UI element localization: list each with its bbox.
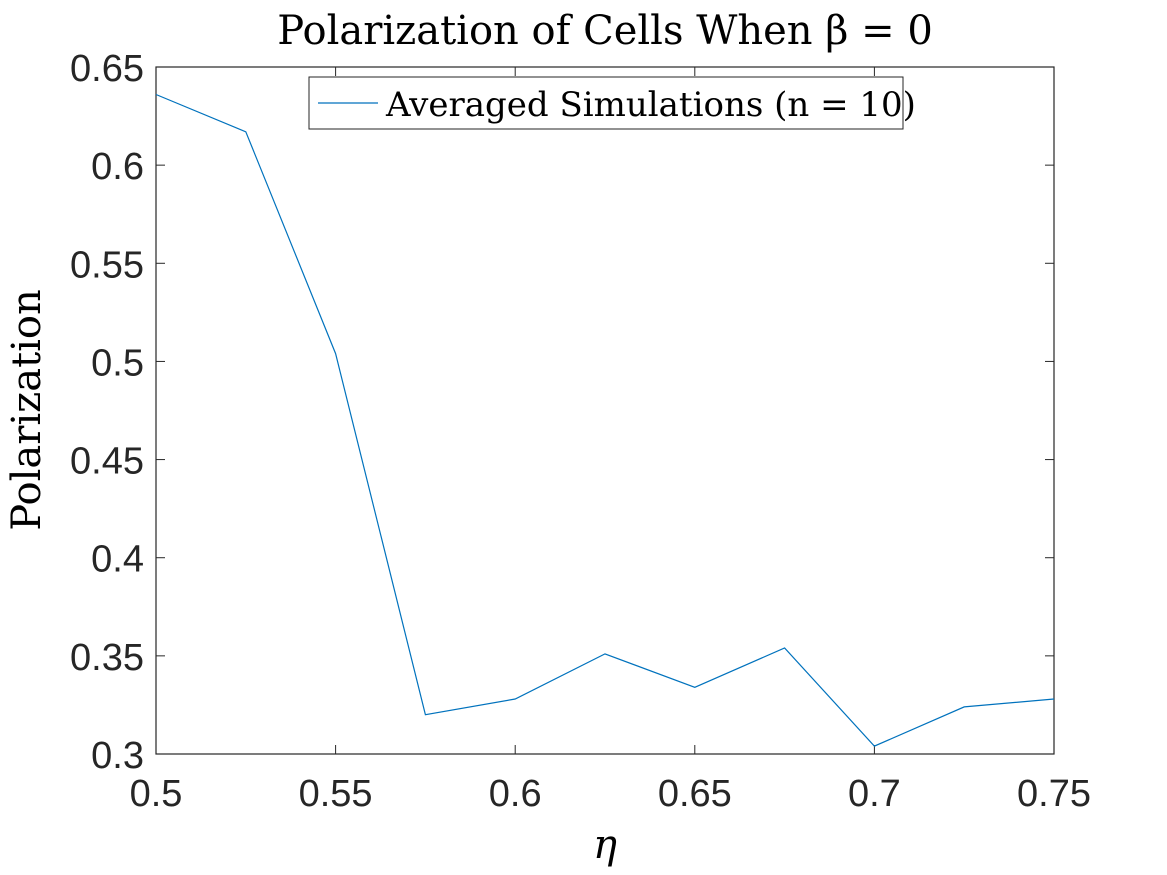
x-tick-label: 0.75 bbox=[1017, 773, 1091, 815]
x-tick-label: 0.6 bbox=[489, 773, 542, 815]
x-tick-label: 0.65 bbox=[658, 773, 732, 815]
y-tick-label: 0.4 bbox=[91, 539, 144, 581]
legend-label-averaged-simulations: Averaged Simulations (n = 10) bbox=[385, 85, 916, 125]
x-axis-label: η bbox=[593, 822, 617, 868]
legend-box bbox=[308, 76, 904, 130]
y-tick-label: 0.6 bbox=[91, 146, 144, 188]
plot-area-frame bbox=[155, 66, 1055, 755]
x-tick-label: 0.5 bbox=[130, 773, 183, 815]
y-tick-label: 0.35 bbox=[70, 637, 144, 679]
y-axis-label: Polarization bbox=[4, 289, 50, 531]
y-tick-label: 0.65 bbox=[70, 48, 144, 90]
x-tick-label: 0.55 bbox=[299, 773, 373, 815]
series-line-averaged-simulations bbox=[155, 93, 1055, 747]
y-tick-label: 0.5 bbox=[91, 342, 144, 384]
axis-ticks bbox=[155, 66, 1055, 755]
axis-tick-labels: 0.5 0.55 0.6 0.65 0.7 0.75 0.3 0.35 0.4 0.45 0.5 0.… bbox=[70, 48, 1091, 815]
x-tick-label: 0.7 bbox=[848, 773, 901, 815]
legend: Averaged Simulations (n = 10) bbox=[308, 76, 916, 130]
y-tick-label: 0.45 bbox=[70, 441, 144, 483]
y-tick-label: 0.3 bbox=[91, 735, 144, 777]
chart-title: Polarization of Cells When β = 0 bbox=[277, 8, 933, 54]
y-tick-label: 0.55 bbox=[70, 244, 144, 286]
